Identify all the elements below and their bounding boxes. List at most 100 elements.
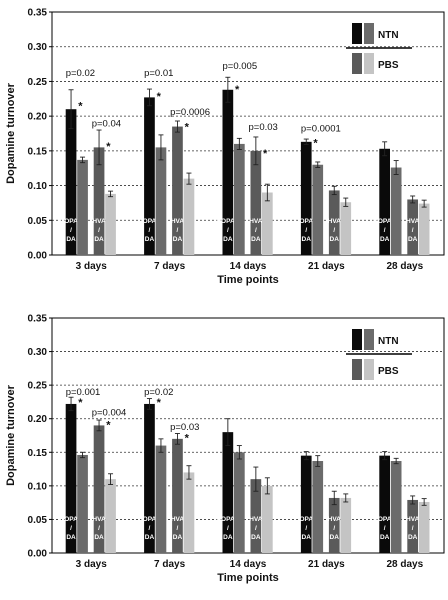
bar — [312, 164, 324, 255]
bar — [222, 89, 234, 255]
bar — [183, 472, 195, 553]
legend-swatch — [364, 359, 374, 380]
p-value-label: p=0.03 — [170, 422, 199, 433]
plot-frame — [51, 11, 445, 256]
bar — [390, 167, 402, 255]
bar — [222, 432, 234, 553]
bar-inner-label: DA — [66, 236, 76, 243]
bar-inner-label: DA — [380, 534, 390, 541]
legend-swatch — [352, 329, 362, 350]
y-tick-label: 0.20 — [28, 414, 48, 425]
bar-inner-label: / — [70, 525, 72, 532]
x-tick-label: 3 days — [76, 559, 108, 570]
y-axis-title: Dopamine turnover — [5, 82, 17, 184]
y-tick-label: 0.30 — [28, 347, 48, 358]
bar-inner-label: DOPAC — [60, 218, 83, 225]
x-tick-label: 7 days — [154, 559, 186, 570]
significance-star: * — [235, 84, 240, 96]
y-tick-label: 0.10 — [28, 181, 48, 192]
legend: NTN PBS — [346, 23, 412, 74]
legend-label-pbs: PBS — [378, 60, 399, 71]
bar-inner-label: DA — [223, 236, 233, 243]
bar — [250, 150, 262, 255]
y-tick-label: 0.05 — [28, 515, 48, 526]
bar — [144, 97, 155, 255]
significance-star: * — [313, 137, 318, 149]
y-tick-label: 0.25 — [28, 381, 48, 392]
bar-inner-label: DA — [173, 236, 183, 243]
bar-inner-label: / — [177, 525, 179, 532]
bar-inner-label: / — [333, 227, 335, 234]
significance-star: * — [78, 101, 83, 113]
bar-inner-label: DOPAC — [373, 218, 396, 225]
legend-swatch — [352, 53, 362, 74]
bar-inner-label: DA — [302, 236, 312, 243]
bar-inner-label: DOPAC — [373, 516, 396, 523]
y-tick-label: 0.35 — [28, 314, 48, 325]
y-tick-label: 0.25 — [28, 77, 48, 88]
bar — [93, 425, 105, 553]
significance-star: * — [78, 397, 83, 409]
bar-inner-label: DA — [302, 534, 312, 541]
legend-label-ntn: NTN — [378, 30, 399, 41]
bar-inner-label: / — [384, 525, 386, 532]
p-value-label: p=0.005 — [223, 61, 258, 72]
bar — [250, 479, 262, 553]
bar-inner-label: / — [384, 227, 386, 234]
bar-inner-label: DOPAC — [60, 516, 83, 523]
significance-star: * — [157, 397, 162, 409]
legend-label-ntn: NTN — [378, 336, 399, 347]
bar — [93, 147, 105, 255]
bar-inner-label: / — [149, 525, 151, 532]
x-tick-label: 3 days — [76, 261, 108, 272]
y-tick-label: 0.30 — [28, 42, 48, 53]
bar-inner-label: / — [333, 525, 335, 532]
bar — [65, 403, 77, 553]
bar-inner-label: HVA — [406, 516, 420, 523]
y-tick-label: 0.05 — [28, 216, 48, 227]
bar-inner-label: HVA — [328, 218, 342, 225]
x-tick-label: 28 days — [386, 559, 423, 570]
bar-inner-label: / — [412, 525, 414, 532]
bar-inner-label: HVA — [171, 218, 185, 225]
bar-inner-label: DOPAC — [138, 516, 161, 523]
bar-inner-label: DA — [94, 236, 104, 243]
significance-star: * — [106, 420, 111, 432]
y-tick-label: 0.10 — [28, 481, 48, 492]
bar-inner-label: DA — [66, 534, 76, 541]
bar-inner-label: DOPAC — [295, 218, 318, 225]
bar-inner-label: / — [149, 227, 151, 234]
x-tick-label: 28 days — [386, 261, 423, 272]
x-axis-title: Time points — [217, 274, 279, 286]
x-axis-title: Time points — [217, 572, 279, 584]
bar-inner-label: DOPAC — [216, 218, 239, 225]
legend-swatch — [364, 329, 374, 350]
y-tick-label: 0.00 — [28, 251, 48, 262]
bar-inner-label: / — [227, 227, 229, 234]
bar-inner-label: / — [227, 525, 229, 532]
p-value-label: p=0.01 — [144, 68, 173, 79]
bar-inner-label: / — [70, 227, 72, 234]
bar-inner-label: DA — [251, 534, 261, 541]
y-tick-label: 0.20 — [28, 112, 48, 123]
p-value-label: p=0.03 — [249, 122, 278, 133]
p-value-label: p=0.04 — [92, 119, 121, 130]
p-value-label: p=0.0006 — [170, 107, 210, 118]
bar-inner-label: HVA — [92, 218, 106, 225]
legend-label-pbs: PBS — [378, 366, 399, 377]
bar-inner-label: HVA — [92, 516, 106, 523]
p-value-label: p=0.02 — [66, 68, 95, 79]
bar — [390, 461, 402, 553]
x-tick-label: 21 days — [308, 559, 345, 570]
legend-swatch — [352, 359, 362, 380]
bar-inner-label: DA — [223, 534, 233, 541]
y-tick-label: 0.15 — [28, 448, 48, 459]
bar-inner-label: DA — [145, 236, 155, 243]
p-value-label: p=0.004 — [92, 407, 127, 418]
significance-star: * — [106, 141, 111, 153]
bar-inner-label: / — [255, 227, 257, 234]
p-value-label: p=0.001 — [66, 387, 101, 398]
y-tick-label: 0.35 — [28, 8, 48, 19]
bar — [77, 454, 88, 553]
